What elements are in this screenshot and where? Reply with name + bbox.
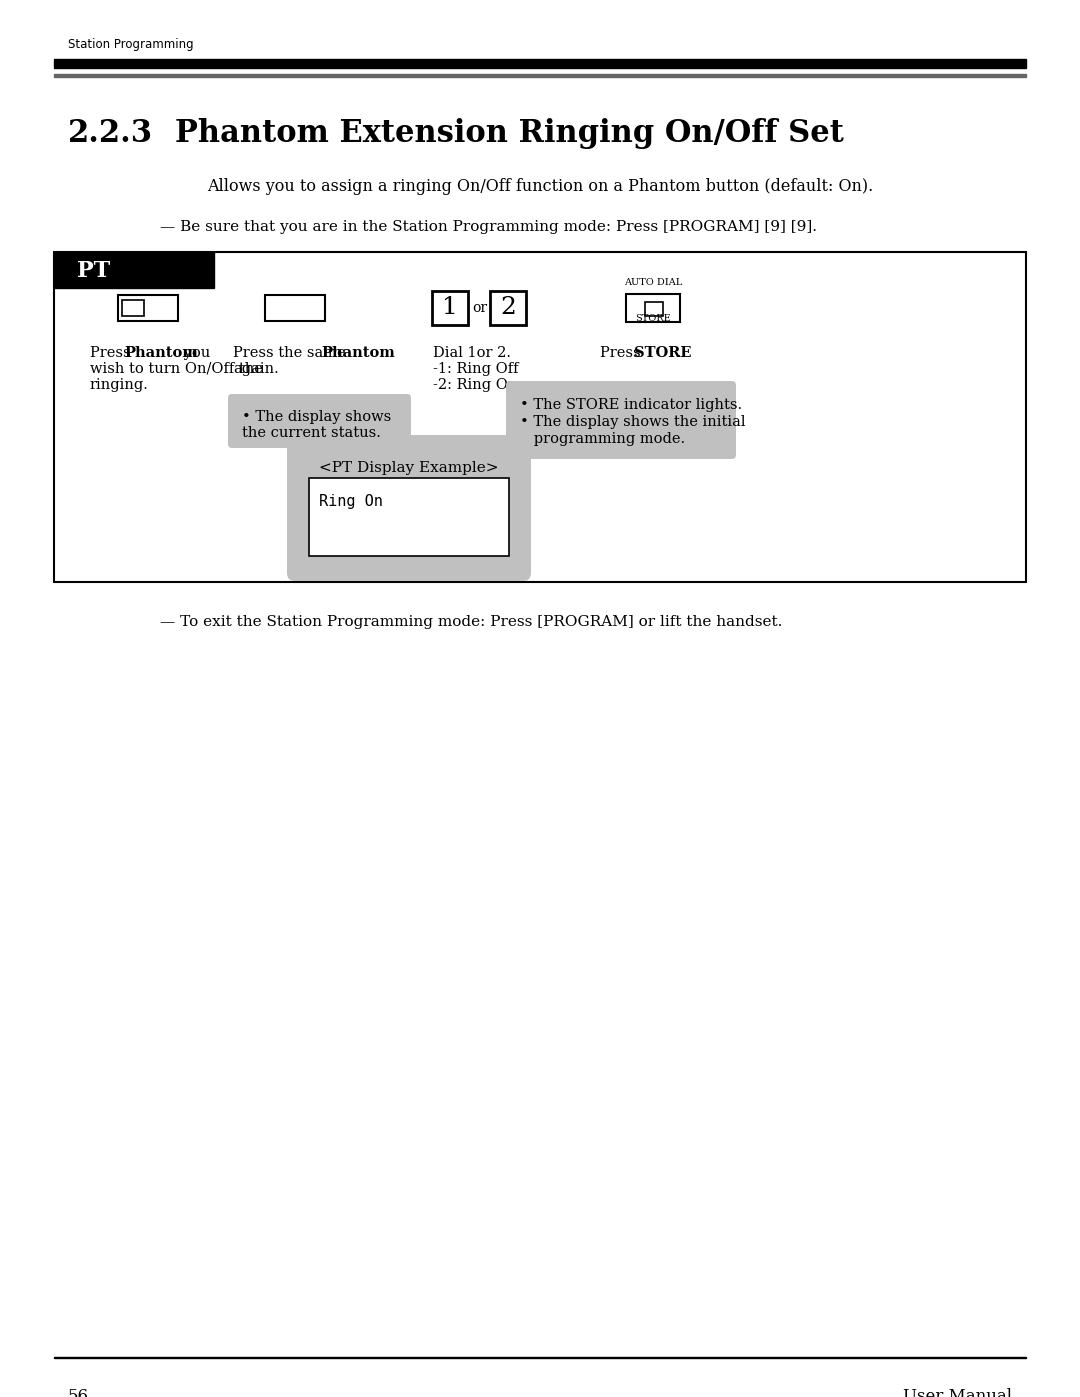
Text: Phantom: Phantom — [124, 346, 198, 360]
Bar — [309, 478, 509, 556]
Bar — [432, 291, 468, 326]
Text: <PT Display Example>: <PT Display Example> — [320, 461, 499, 475]
Text: programming mode.: programming mode. — [519, 432, 685, 446]
Bar — [265, 295, 325, 321]
Text: — To exit the Station Programming mode: Press [PROGRAM] or lift the handset.: — To exit the Station Programming mode: … — [160, 615, 782, 629]
FancyBboxPatch shape — [507, 381, 735, 460]
Text: • The display shows: • The display shows — [242, 409, 391, 425]
Bar — [54, 59, 1026, 68]
Text: User Manual: User Manual — [903, 1389, 1012, 1397]
Text: 56: 56 — [68, 1389, 89, 1397]
Text: STORE: STORE — [634, 346, 691, 360]
Text: Ring On: Ring On — [319, 495, 383, 509]
Text: 2: 2 — [500, 296, 516, 320]
Text: Press: Press — [90, 346, 135, 360]
Text: Allows you to assign a ringing On/Off function on a Phantom button (default: On): Allows you to assign a ringing On/Off fu… — [207, 177, 873, 196]
Text: (Phantom): (Phantom) — [122, 277, 174, 285]
Text: you: you — [179, 346, 211, 360]
Bar — [626, 293, 680, 321]
FancyBboxPatch shape — [228, 394, 411, 448]
Text: Phantom Extension Ringing On/Off Set: Phantom Extension Ringing On/Off Set — [175, 117, 843, 149]
Bar — [122, 300, 144, 316]
Text: Dial 1or 2.: Dial 1or 2. — [433, 346, 511, 360]
Text: Press: Press — [600, 346, 645, 360]
Text: STORE: STORE — [635, 314, 671, 323]
Text: the current status.: the current status. — [242, 426, 381, 440]
Bar — [118, 295, 178, 321]
Text: PT: PT — [78, 260, 110, 282]
Text: Press the same: Press the same — [233, 346, 350, 360]
Text: .: . — [677, 346, 681, 360]
Text: or: or — [472, 300, 487, 314]
Text: AUTO DIAL: AUTO DIAL — [624, 278, 683, 286]
Text: 1: 1 — [442, 296, 458, 320]
Bar — [490, 291, 526, 326]
Bar — [54, 251, 214, 288]
Text: again.: again. — [233, 362, 279, 376]
Bar — [54, 251, 1026, 583]
Text: wish to turn On/Off the: wish to turn On/Off the — [90, 362, 262, 376]
Text: • The display shows the initial: • The display shows the initial — [519, 415, 745, 429]
Text: ringing.: ringing. — [90, 379, 149, 393]
Bar — [54, 1356, 1026, 1358]
Text: 2.2.3: 2.2.3 — [68, 117, 153, 149]
Text: • The STORE indicator lights.: • The STORE indicator lights. — [519, 398, 742, 412]
Bar — [54, 74, 1026, 77]
Polygon shape — [576, 434, 599, 455]
Text: Phantom: Phantom — [321, 346, 395, 360]
Polygon shape — [395, 550, 423, 573]
Bar — [645, 302, 663, 316]
Text: — Be sure that you are in the Station Programming mode: Press [PROGRAM] [9] [9].: — Be sure that you are in the Station Pr… — [160, 219, 816, 235]
Polygon shape — [299, 425, 323, 444]
Text: -1: Ring Off: -1: Ring Off — [433, 362, 518, 376]
Text: Station Programming: Station Programming — [68, 38, 193, 52]
Text: -2: Ring On: -2: Ring On — [433, 379, 517, 393]
FancyBboxPatch shape — [287, 434, 531, 581]
